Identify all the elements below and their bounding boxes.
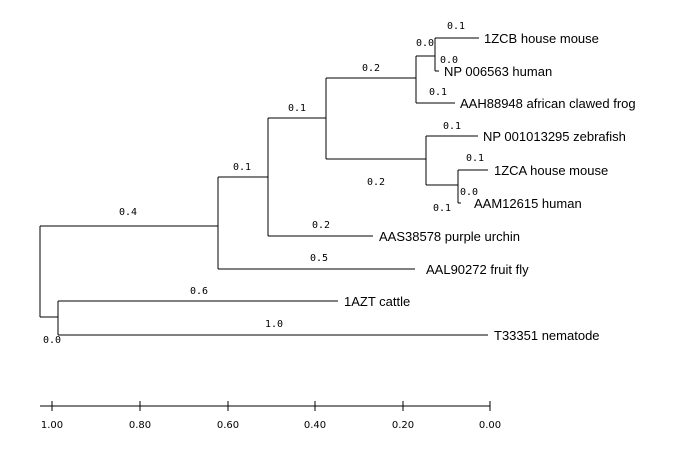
- branch-length-label: 0.1: [288, 103, 306, 114]
- taxon-label: AAL90272 fruit fly: [426, 262, 529, 277]
- taxon-label: NP 006563 human: [444, 64, 552, 79]
- branch-length-label: 0.0: [43, 335, 61, 346]
- branch-length-label: 0.1: [433, 203, 451, 214]
- scale-tick-label: 0.00: [479, 420, 501, 431]
- taxon-label: 1ZCB house mouse: [484, 31, 599, 46]
- branch-length-label: 1.0: [265, 319, 283, 330]
- branch-length-label: 0.2: [312, 220, 330, 231]
- taxon-label: NP 001013295 zebrafish: [483, 129, 626, 144]
- branch-length-label: 0.1: [443, 121, 461, 132]
- branch-length-label: 0.6: [190, 286, 208, 297]
- scale-tick-label: 1.00: [41, 420, 63, 431]
- branch-length-label: 0.1: [447, 21, 465, 32]
- branch-length-label: 0.4: [119, 207, 137, 218]
- taxon-label: T33351 nematode: [494, 328, 600, 343]
- branch-length-label: 0.0: [416, 38, 434, 49]
- branch-length-labels: 0.1 0.0 0.0 0.2 0.1 0.1 0.1 0.1 0.1 0.2 …: [43, 21, 484, 346]
- taxon-label: AAM12615 human: [474, 196, 582, 211]
- scale-tick-label: 0.20: [392, 420, 414, 431]
- tree-branches: [39, 37, 488, 336]
- branch-length-label: 0.1: [429, 87, 447, 98]
- taxon-label: AAS38578 purple urchin: [379, 229, 520, 244]
- branch-length-label: 0.1: [233, 162, 251, 173]
- branch-length-label: 0.1: [466, 153, 484, 164]
- branch-length-label: 0.0: [460, 187, 478, 198]
- branch-length-label: 0.0: [440, 55, 458, 66]
- taxon-label: 1ZCA house mouse: [494, 163, 608, 178]
- scale-axis: 1.00 0.80 0.60 0.40 0.20 0.00: [40, 401, 501, 431]
- branch-length-label: 0.5: [310, 253, 328, 264]
- scale-tick-label: 0.60: [217, 420, 239, 431]
- branch-length-label: 0.2: [362, 63, 380, 74]
- scale-tick-label: 0.80: [129, 420, 151, 431]
- taxon-labels: 1ZCB house mouse NP 006563 human AAH8894…: [344, 31, 636, 343]
- taxon-label: 1AZT cattle: [344, 294, 410, 309]
- branch-length-label: 0.2: [367, 177, 385, 188]
- taxon-label: AAH88948 african clawed frog: [460, 96, 636, 111]
- scale-tick-label: 0.40: [304, 420, 326, 431]
